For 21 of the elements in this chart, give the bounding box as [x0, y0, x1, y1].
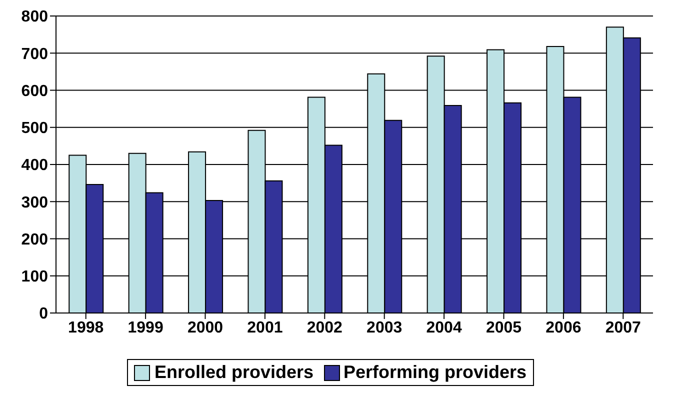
- x-tick-label: 2002: [306, 319, 343, 336]
- y-tick-label: 100: [21, 268, 48, 286]
- x-tick-label: 2005: [486, 319, 522, 336]
- x-tick-label: 2004: [426, 319, 462, 336]
- x-tick-label: 2003: [366, 319, 402, 336]
- x-tick-label: 2006: [546, 319, 582, 336]
- y-tick-label: 600: [21, 82, 48, 100]
- x-tick-label: 2001: [247, 319, 283, 336]
- legend-label: Enrolled providers: [153, 362, 314, 383]
- x-tick-label: 2007: [605, 319, 642, 336]
- y-tick-label: 400: [21, 157, 48, 174]
- x-tick-label: 1999: [128, 319, 164, 336]
- y-tick-label: 0: [39, 306, 48, 323]
- x-tick-label: 2000: [187, 319, 224, 336]
- y-tick-label: 700: [21, 46, 48, 63]
- y-tick-label: 200: [21, 231, 48, 248]
- legend-label: Performing providers: [342, 362, 527, 383]
- y-tick-label: 500: [21, 120, 48, 138]
- y-tick-label: 800: [21, 8, 48, 26]
- x-tick-label: 1998: [68, 319, 104, 336]
- y-tick-label: 300: [21, 194, 48, 212]
